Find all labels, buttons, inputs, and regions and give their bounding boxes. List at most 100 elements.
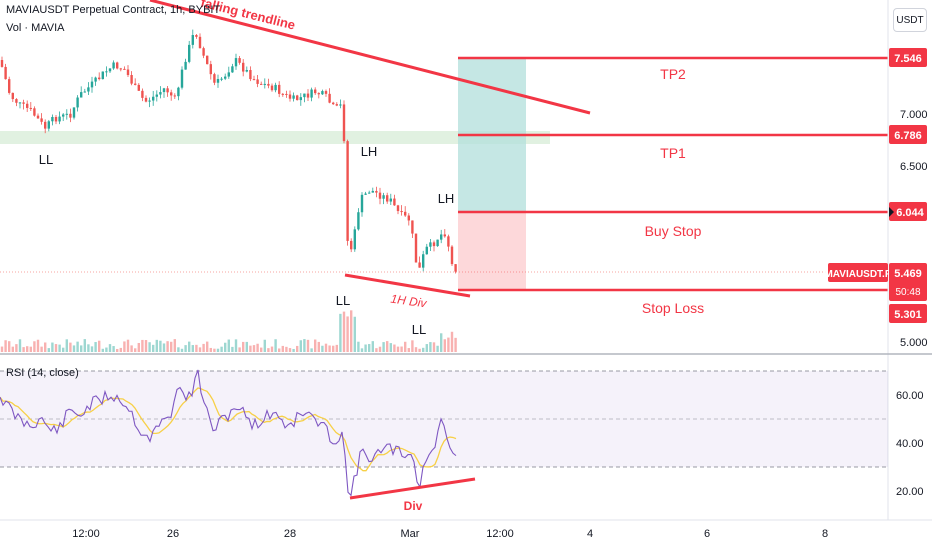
candle-body-80: [288, 94, 292, 99]
volume-bar-17: [62, 347, 65, 352]
volume-bar-41: [148, 342, 151, 352]
time-axis[interactable]: 12:00 26 28 Mar 12:00 4 6 8: [72, 528, 828, 540]
volume-bar-16: [58, 344, 61, 352]
rsi-tick-60: 60.00: [896, 390, 924, 402]
volume-bar-65: [234, 339, 238, 352]
candle-body-62: [224, 76, 227, 79]
currency-button[interactable]: USDT: [893, 8, 927, 32]
volume-bar-40: [144, 340, 148, 352]
candle-body-45: [162, 88, 166, 93]
current-price-tag: MAVIAUSDT.P 5.469 50:48: [824, 263, 927, 301]
swing-label-lh-2: LH: [438, 191, 455, 206]
tp1-label: TP1: [660, 145, 686, 161]
volume-bar-116: [418, 348, 421, 352]
candle-body-19: [69, 113, 72, 118]
rsi-legend[interactable]: RSI (14, close): [6, 367, 79, 379]
candle-body-7: [26, 103, 29, 108]
candle-body-66: [238, 58, 241, 63]
candle-body-40: [144, 97, 148, 102]
candle-body-87: [314, 89, 317, 94]
candle-body-105: [378, 192, 382, 199]
volume-bar-25: [90, 346, 94, 352]
volume-bar-119: [429, 342, 432, 352]
candle-body-55: [198, 36, 202, 49]
candle-body-74: [267, 83, 270, 86]
price-tag-tp1-text: 6.786: [894, 130, 922, 142]
volume-bar-61: [220, 346, 223, 352]
candle-body-12: [44, 121, 47, 129]
volume-bar-19: [69, 342, 72, 352]
candle-body-88: [317, 93, 320, 95]
candle-body-10: [36, 115, 40, 119]
candle-body-86: [310, 89, 313, 98]
candle-body-117: [422, 254, 425, 268]
candle-body-70: [252, 79, 256, 81]
volume-bar-97: [350, 310, 353, 352]
candle-body-3: [11, 92, 14, 100]
volume-bar-93: [335, 344, 338, 352]
candle-body-114: [411, 220, 414, 234]
swing-label-lh-1: LH: [361, 144, 378, 159]
symbol-title[interactable]: MAVIAUSDT Perpetual Contract, 1h, BYBIT: [6, 4, 221, 16]
candle-body-15: [54, 116, 58, 122]
candle-body-82: [296, 95, 299, 101]
candle-body-84: [303, 93, 306, 98]
candle-body-41: [148, 100, 151, 102]
swing-label-ll-3: LL: [412, 322, 426, 337]
level-lines: [458, 56, 888, 292]
volume-bar-120: [432, 342, 436, 352]
volume-bar-85: [306, 339, 310, 352]
falling-trendline[interactable]: [149, 0, 591, 115]
volume-bar-66: [238, 347, 241, 352]
volume-legend[interactable]: Vol · MAVIA: [6, 22, 65, 34]
candle-body-78: [281, 93, 284, 95]
candle-body-6: [22, 102, 25, 104]
volume-bar-7: [26, 346, 29, 352]
volume-bar-37: [134, 348, 137, 352]
volume-bar-38: [137, 342, 140, 352]
volume-bar-24: [87, 344, 90, 352]
candle-body-124: [447, 236, 450, 247]
volume-bar-123: [443, 339, 446, 352]
candle-body-72: [260, 83, 263, 85]
candle-body-102: [368, 192, 371, 194]
volume-bar-0: [0, 346, 4, 352]
volume-bar-1: [4, 340, 7, 352]
time-tick-5: 4: [587, 528, 593, 540]
volume-bar-94: [339, 313, 342, 352]
candle-body-64: [231, 66, 234, 73]
current-price-value: 5.469: [894, 268, 922, 280]
volume-bar-78: [281, 345, 284, 352]
candle-body-28: [101, 71, 104, 80]
volume-bar-8: [29, 346, 32, 352]
candle-body-31: [112, 62, 115, 69]
volume-bar-35: [126, 339, 130, 352]
candle-body-8: [29, 107, 32, 109]
current-price-countdown: 50:48: [895, 287, 920, 298]
candle-body-57: [206, 55, 209, 65]
volume-bar-20: [72, 345, 76, 352]
volume-bar-28: [101, 348, 104, 352]
volume-bar-84: [303, 339, 306, 352]
volume-bar-72: [260, 347, 263, 352]
volume-bar-75: [270, 346, 274, 352]
volume-bar-100: [360, 348, 364, 352]
candle-body-116: [418, 262, 421, 268]
candle-body-17: [62, 114, 65, 117]
candle-body-27: [98, 77, 101, 80]
div-1h-line[interactable]: [344, 273, 471, 298]
volume-bar-60: [216, 348, 220, 352]
candle-body-33: [119, 68, 122, 70]
volume-bar-121: [436, 345, 439, 352]
candle-body-2: [8, 79, 11, 93]
volume-bar-55: [198, 347, 202, 352]
candle-body-112: [404, 211, 407, 216]
volume-bar-80: [288, 348, 292, 352]
swing-label-ll-2: LL: [336, 293, 350, 308]
volume-bar-48: [173, 339, 176, 352]
candle-body-32: [116, 62, 119, 69]
volume-bar-23: [83, 339, 86, 352]
volume-bar-122: [440, 333, 443, 352]
rsi-div-line[interactable]: [349, 477, 476, 500]
